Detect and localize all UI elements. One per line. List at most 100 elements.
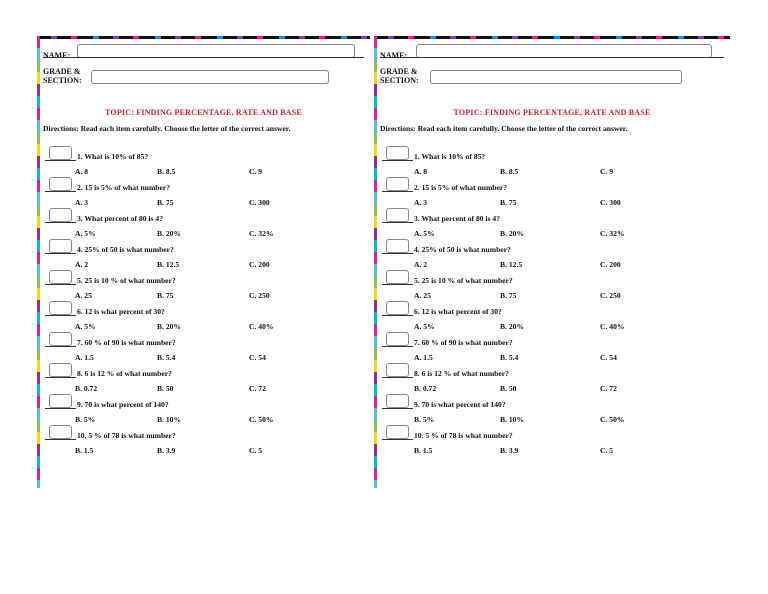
question-item: 1. What is 10% of 85? A. 8 B. 8.5 C. 9 xyxy=(380,146,724,177)
name-field[interactable] xyxy=(416,44,712,58)
answer-option: B. 12.5 xyxy=(157,260,180,269)
worksheet-right: NAME: GRADE & SECTION: TOPIC: FINDING PE… xyxy=(374,36,730,488)
answer-line xyxy=(45,222,76,223)
name-field[interactable] xyxy=(77,44,355,58)
answer-box[interactable] xyxy=(386,270,409,284)
question-text: 4. 25% of 50 is what number? xyxy=(414,245,511,254)
name-label: NAME: xyxy=(380,51,408,60)
question-item: 10. 5 % of 78 is what number? B. 1.5 B. 3.… xyxy=(380,425,724,456)
name-underline xyxy=(43,57,364,58)
question-item: 5. 25 is 10 % of what number? A. 25 B. 75 C… xyxy=(380,270,724,301)
answer-option: B. 3.9 xyxy=(157,446,176,455)
answer-option: A. 3 xyxy=(414,198,428,207)
answer-box[interactable] xyxy=(49,394,72,408)
answer-option: B. 20% xyxy=(157,322,182,331)
question-text: 7. 60 % of 90 is what number? xyxy=(77,338,176,347)
topic-heading: TOPIC: FINDING PERCENTAGE, RATE AND BASE xyxy=(453,108,651,117)
question-text: 6. 12 is what percent of 30? xyxy=(77,307,165,316)
answer-option: C. 5 xyxy=(249,446,263,455)
answer-option: B. 50 xyxy=(157,384,174,393)
answer-option: A. 8 xyxy=(75,167,89,176)
answer-box[interactable] xyxy=(49,425,72,439)
answer-box[interactable] xyxy=(386,177,409,191)
grade-label-line2: SECTION: xyxy=(43,76,82,85)
answer-option: C. 200 xyxy=(249,260,270,269)
answer-line xyxy=(45,253,76,254)
answer-option: B. 8.5 xyxy=(157,167,176,176)
question-item: 2. 15 is 5% of what number? A. 3 B. 75 C. 3… xyxy=(43,177,364,208)
answer-box[interactable] xyxy=(49,301,72,315)
answer-option: B. 3.9 xyxy=(500,446,519,455)
question-item: 1. What is 10% of 85? A. 8 B. 8.5 C. 9 xyxy=(43,146,364,177)
question-item: 6. 12 is what percent of 30? A. 5% B. 20% C… xyxy=(380,301,724,332)
question-item: 5. 25 is 10 % of what number? A. 25 B. 75 C… xyxy=(43,270,364,301)
answer-line xyxy=(382,253,413,254)
answer-option: A. 5% xyxy=(414,229,435,238)
answer-option: C. 300 xyxy=(600,198,621,207)
answer-box[interactable] xyxy=(49,239,72,253)
answer-box[interactable] xyxy=(386,146,409,160)
answer-option: C. 250 xyxy=(249,291,270,300)
answer-option: B. 5% xyxy=(414,415,435,424)
answer-box[interactable] xyxy=(386,425,409,439)
question-item: 2. 15 is 5% of what number? A. 3 B. 75 C. 3… xyxy=(380,177,724,208)
answer-option: A. 5% xyxy=(75,322,96,331)
question-text: 10. 5 % of 78 is what number? xyxy=(77,431,176,440)
answer-line xyxy=(382,222,413,223)
topic-heading: TOPIC: FINDING PERCENTAGE, RATE AND BASE xyxy=(105,108,302,117)
answer-option: B. 5.4 xyxy=(157,353,176,362)
question-item: 6. 12 is what percent of 30? A. 5% B. 20% C… xyxy=(43,301,364,332)
answer-box[interactable] xyxy=(49,270,72,284)
answer-box[interactable] xyxy=(386,239,409,253)
grade-section-field[interactable] xyxy=(91,70,329,84)
answer-box[interactable] xyxy=(386,363,409,377)
answer-box[interactable] xyxy=(386,208,409,222)
answer-box[interactable] xyxy=(49,332,72,346)
answer-option: C. 9 xyxy=(249,167,263,176)
question-item: 9. 70 is what percent of 140? B. 5% B. 10%… xyxy=(43,394,364,425)
answer-option: B. 0.72 xyxy=(414,384,437,393)
answer-option: A. 1.5 xyxy=(75,353,94,362)
question-text: 10. 5 % of 78 is what number? xyxy=(414,431,513,440)
decorative-border-left xyxy=(37,36,40,488)
question-item: 4. 25% of 50 is what number? A. 2 B. 12.5 C… xyxy=(380,239,724,270)
answer-option: C. 32% xyxy=(249,229,274,238)
answer-box[interactable] xyxy=(49,146,72,160)
question-text: 9. 70 is what percent of 140? xyxy=(414,400,506,409)
question-item: 4. 25% of 50 is what number? A. 2 B. 12.5 C… xyxy=(43,239,364,270)
grade-section-field[interactable] xyxy=(430,70,682,84)
directions-text: Directions: Read each item carefully. Ch… xyxy=(43,124,291,133)
answer-option: A. 5% xyxy=(414,322,435,331)
answer-box[interactable] xyxy=(386,301,409,315)
answer-option: B. 0.72 xyxy=(75,384,98,393)
answer-box[interactable] xyxy=(386,394,409,408)
answer-box[interactable] xyxy=(49,363,72,377)
question-text: 8. 6 is 12 % of what number? xyxy=(414,369,509,378)
answer-line xyxy=(45,377,76,378)
answer-option: C. 40% xyxy=(249,322,274,331)
answer-option: B. 75 xyxy=(500,291,517,300)
answer-line xyxy=(382,315,413,316)
answer-option: C. 9 xyxy=(600,167,614,176)
answer-option: A. 8 xyxy=(414,167,428,176)
answer-option: C. 5 xyxy=(600,446,614,455)
answer-option: B. 50 xyxy=(500,384,517,393)
question-item: 9. 70 is what percent of 140? B. 5% B. 10%… xyxy=(380,394,724,425)
question-list: 1. What is 10% of 85? A. 8 B. 8.5 C. 9 2. 15… xyxy=(380,146,724,456)
answer-option: C. 72 xyxy=(249,384,266,393)
answer-line xyxy=(45,191,76,192)
answer-option: C. 200 xyxy=(600,260,621,269)
answer-line xyxy=(45,160,76,161)
question-item: 8. 6 is 12 % of what number? B. 0.72 B. 50… xyxy=(43,363,364,394)
question-text: 4. 25% of 50 is what number? xyxy=(77,245,174,254)
answer-box[interactable] xyxy=(49,177,72,191)
answer-option: B. 1.5 xyxy=(75,446,94,455)
question-text: 1. What is 10% of 85? xyxy=(77,152,149,161)
answer-option: B. 75 xyxy=(157,291,174,300)
answer-box[interactable] xyxy=(49,208,72,222)
answer-box[interactable] xyxy=(386,332,409,346)
answer-option: C. 72 xyxy=(600,384,617,393)
question-item: 7. 60 % of 90 is what number? A. 1.5 B. 5.… xyxy=(43,332,364,363)
question-item: 3. What percent of 80 is 4? A. 5% B. 20% C.… xyxy=(380,208,724,239)
answer-option: C. 250 xyxy=(600,291,621,300)
